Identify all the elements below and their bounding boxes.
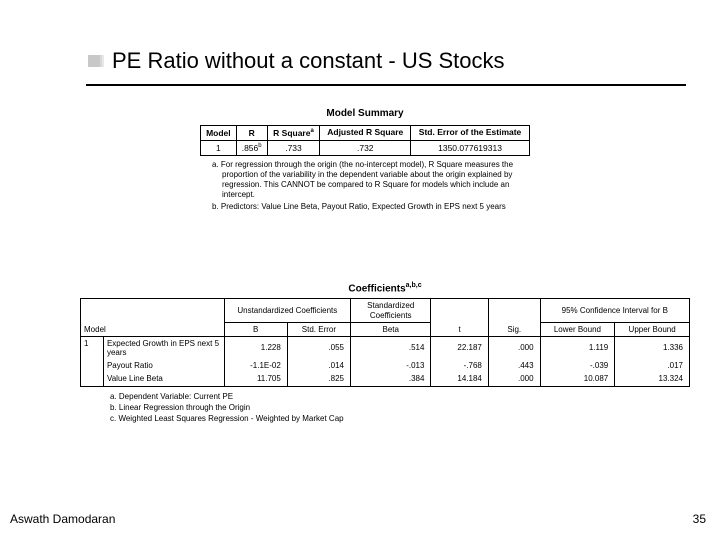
coeff-row: Value Line Beta 11.705 .825 .384 14.184 … [81, 372, 690, 386]
model-summary-block: Model Summary Model R R Squarea Adjusted… [200, 108, 530, 214]
ms-h-rsq-sup: a [310, 128, 313, 134]
ms-r-val: .856 [242, 143, 259, 153]
coeff-h-t: t [431, 299, 488, 337]
coeff-caption-sup: a,b,c [406, 282, 422, 289]
coeff-h-ci: 95% Confidence Interval for B [540, 299, 689, 322]
coeff-h-B: B [224, 322, 287, 336]
ms-r-sup: b [258, 143, 261, 149]
ms-rsq: .733 [267, 141, 320, 156]
coeff-note-c: c. Weighted Least Squares Regression - W… [110, 413, 690, 424]
coeff-ub-2: 13.324 [615, 372, 690, 386]
title-row: PE Ratio without a constant - US Stocks [0, 48, 720, 74]
ms-r: .856b [236, 141, 267, 156]
ms-note-b: b. Predictors: Value Line Beta, Payout R… [212, 202, 530, 212]
ms-h-model: Model [201, 126, 237, 141]
coeff-beta-0: .514 [351, 336, 431, 359]
slide-title: PE Ratio without a constant - US Stocks [112, 48, 505, 74]
coeff-lb-1: -.039 [540, 359, 615, 372]
ms-row: 1 .856b .733 .732 1350.077619313 [201, 141, 530, 156]
ms-note-a: a. For regression through the origin (th… [212, 160, 530, 200]
coefficients-table: Model Unstandardized Coefficients Standa… [80, 298, 690, 386]
slide: PE Ratio without a constant - US Stocks … [0, 0, 720, 540]
model-summary-table: Model R R Squarea Adjusted R Square Std.… [200, 125, 530, 156]
coeff-h-model: Model [81, 299, 225, 337]
coeff-beta-2: .384 [351, 372, 431, 386]
coeff-h-se: Std. Error [287, 322, 350, 336]
coeff-B-0: 1.228 [224, 336, 287, 359]
coeff-t-2: 14.184 [431, 372, 488, 386]
coeff-label-1: Payout Ratio [103, 359, 224, 372]
coeff-h-beta: Beta [351, 322, 431, 336]
coeff-h-sig: Sig. [488, 299, 540, 337]
model-summary-notes: a. For regression through the origin (th… [200, 160, 530, 212]
title-underline [86, 84, 686, 86]
coefficients-block: Coefficientsa,b,c Model Unstandardized C… [80, 282, 690, 424]
coeff-sig-0: .000 [488, 336, 540, 359]
coeff-h-std: Standardized Coefficients [351, 299, 431, 322]
coeff-B-1: -1.1E-02 [224, 359, 287, 372]
coefficients-caption: Coefficientsa,b,c [80, 282, 690, 294]
coeff-row: Payout Ratio -1.1E-02 .014 -.013 -.768 .… [81, 359, 690, 372]
coeff-row: 1 Expected Growth in EPS next 5 years 1.… [81, 336, 690, 359]
coeff-modelnum: 1 [81, 336, 104, 386]
coeff-se-1: .014 [287, 359, 350, 372]
coeff-h-ub: Upper Bound [615, 322, 690, 336]
coeff-h-unstd: Unstandardized Coefficients [224, 299, 350, 322]
coeff-note-a: a. Dependent Variable: Current PE [110, 391, 690, 402]
footer-page-number: 35 [693, 512, 706, 526]
title-bullet-icon [88, 55, 100, 67]
coeff-sig-2: .000 [488, 372, 540, 386]
model-summary-caption: Model Summary [200, 108, 530, 119]
ms-h-adj: Adjusted R Square [320, 126, 411, 141]
ms-h-stderr: Std. Error of the Estimate [411, 126, 530, 141]
coeff-note-b: b. Linear Regression through the Origin [110, 402, 690, 413]
footer-author: Aswath Damodaran [10, 512, 115, 526]
coeff-h-lb: Lower Bound [540, 322, 615, 336]
coeff-label-2: Value Line Beta [103, 372, 224, 386]
coeff-se-2: .825 [287, 372, 350, 386]
coeff-beta-1: -.013 [351, 359, 431, 372]
coeff-sig-1: .443 [488, 359, 540, 372]
coeff-lb-0: 1.119 [540, 336, 615, 359]
coeff-label-0: Expected Growth in EPS next 5 years [103, 336, 224, 359]
coeff-ub-0: 1.336 [615, 336, 690, 359]
ms-model: 1 [201, 141, 237, 156]
ms-h-r: R [236, 126, 267, 141]
coeff-lb-2: 10.087 [540, 372, 615, 386]
ms-h-rsq-text: R Square [273, 128, 310, 138]
coeff-se-0: .055 [287, 336, 350, 359]
coeff-ub-1: .017 [615, 359, 690, 372]
ms-stderr: 1350.077619313 [411, 141, 530, 156]
coeff-caption-text: Coefficients [348, 283, 405, 294]
coeff-t-1: -.768 [431, 359, 488, 372]
ms-h-rsq: R Squarea [267, 126, 320, 141]
ms-adj: .732 [320, 141, 411, 156]
coeff-t-0: 22.187 [431, 336, 488, 359]
coeff-B-2: 11.705 [224, 372, 287, 386]
coefficients-notes: a. Dependent Variable: Current PE b. Lin… [80, 391, 690, 425]
